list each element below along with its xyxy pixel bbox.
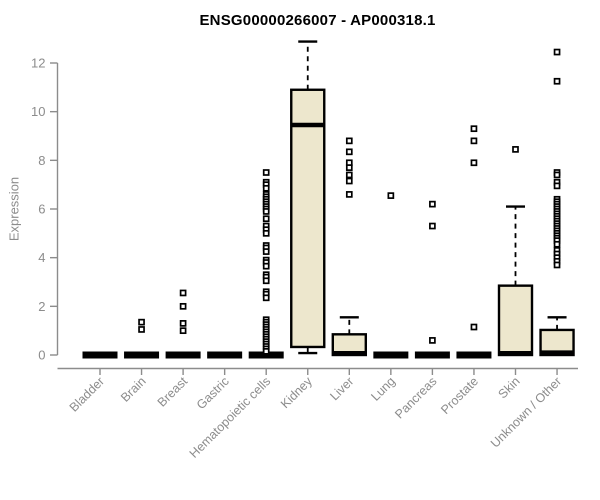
- outlier-point: [429, 337, 436, 344]
- outlier-point: [262, 277, 270, 285]
- box-lung: [373, 192, 409, 359]
- y-tick-label: 4: [38, 250, 45, 265]
- outlier-point: [179, 327, 187, 335]
- outlier-point: [262, 169, 270, 176]
- outlier-point: [553, 240, 561, 248]
- outlier-point: [262, 248, 270, 255]
- box-hematopoietic-cells: [248, 169, 284, 359]
- y-tick-label: 12: [31, 56, 45, 71]
- outlier-point: [553, 261, 561, 269]
- y-tick-label: 8: [38, 153, 45, 168]
- outlier-point: [429, 222, 436, 230]
- x-tick-label: Hematopoietic cells: [187, 374, 274, 461]
- outlier-point: [262, 215, 270, 223]
- outlier-point: [345, 171, 353, 179]
- x-tick-label: Gastric: [194, 374, 232, 412]
- x-tick-label: Bladder: [67, 374, 107, 414]
- outlier-point: [262, 294, 270, 302]
- box-skin: [497, 146, 534, 357]
- outlier-point: [138, 318, 145, 326]
- outlier-point: [470, 125, 478, 133]
- outlier-point: [470, 323, 478, 331]
- outlier-point: [262, 184, 270, 192]
- outlier-point: [345, 177, 353, 185]
- y-tick-label: 10: [31, 104, 45, 119]
- y-tick-label: 6: [38, 202, 45, 217]
- outlier-point: [179, 289, 187, 297]
- box-brain: [124, 318, 160, 359]
- box-unknown-other: [539, 48, 575, 357]
- x-tick-label: Lung: [368, 374, 398, 404]
- box-bladder: [82, 351, 118, 359]
- x-tick-label: Kidney: [278, 374, 315, 411]
- outlier-point: [553, 171, 561, 179]
- outlier-point: [387, 192, 395, 199]
- y-tick-label: 0: [38, 348, 45, 363]
- outlier-point: [262, 208, 270, 215]
- x-tick-label: Liver: [327, 374, 356, 403]
- outlier-point: [512, 146, 519, 153]
- outlier-point: [179, 320, 187, 327]
- outlier-point: [553, 48, 561, 56]
- box-pancreas: [414, 200, 450, 359]
- outlier-point: [470, 159, 478, 167]
- box-breast: [165, 289, 201, 359]
- x-tick-label: Brain: [118, 374, 149, 405]
- outlier-point: [138, 326, 145, 333]
- outlier-point: [262, 348, 270, 355]
- box-prostate: [456, 125, 492, 359]
- outlier-point: [429, 200, 436, 208]
- x-tick-label: Skin: [496, 374, 523, 401]
- x-tick-label: Pancreas: [392, 374, 439, 421]
- outlier-point: [553, 182, 561, 190]
- outlier-point: [262, 229, 270, 237]
- outlier-point: [262, 262, 270, 270]
- chart-title: ENSG00000266007 - AP000318.1: [199, 12, 436, 29]
- outlier-point: [345, 191, 353, 198]
- outlier-point: [345, 148, 353, 156]
- x-tick-label: Breast: [155, 374, 191, 410]
- box-kidney: [290, 40, 326, 355]
- x-tick-label: Prostate: [438, 374, 481, 417]
- outlier-point: [345, 137, 353, 145]
- outlier-point: [179, 302, 187, 310]
- box-liver: [331, 137, 367, 357]
- box-gastric: [207, 351, 243, 359]
- outlier-point: [345, 164, 353, 171]
- outlier-point: [553, 77, 561, 85]
- x-tick-label: Unknown / Other: [488, 374, 564, 450]
- outlier-point: [470, 137, 478, 145]
- y-tick-label: 2: [38, 299, 45, 314]
- y-axis: 0 2 4 6 8 10 12: [31, 56, 59, 363]
